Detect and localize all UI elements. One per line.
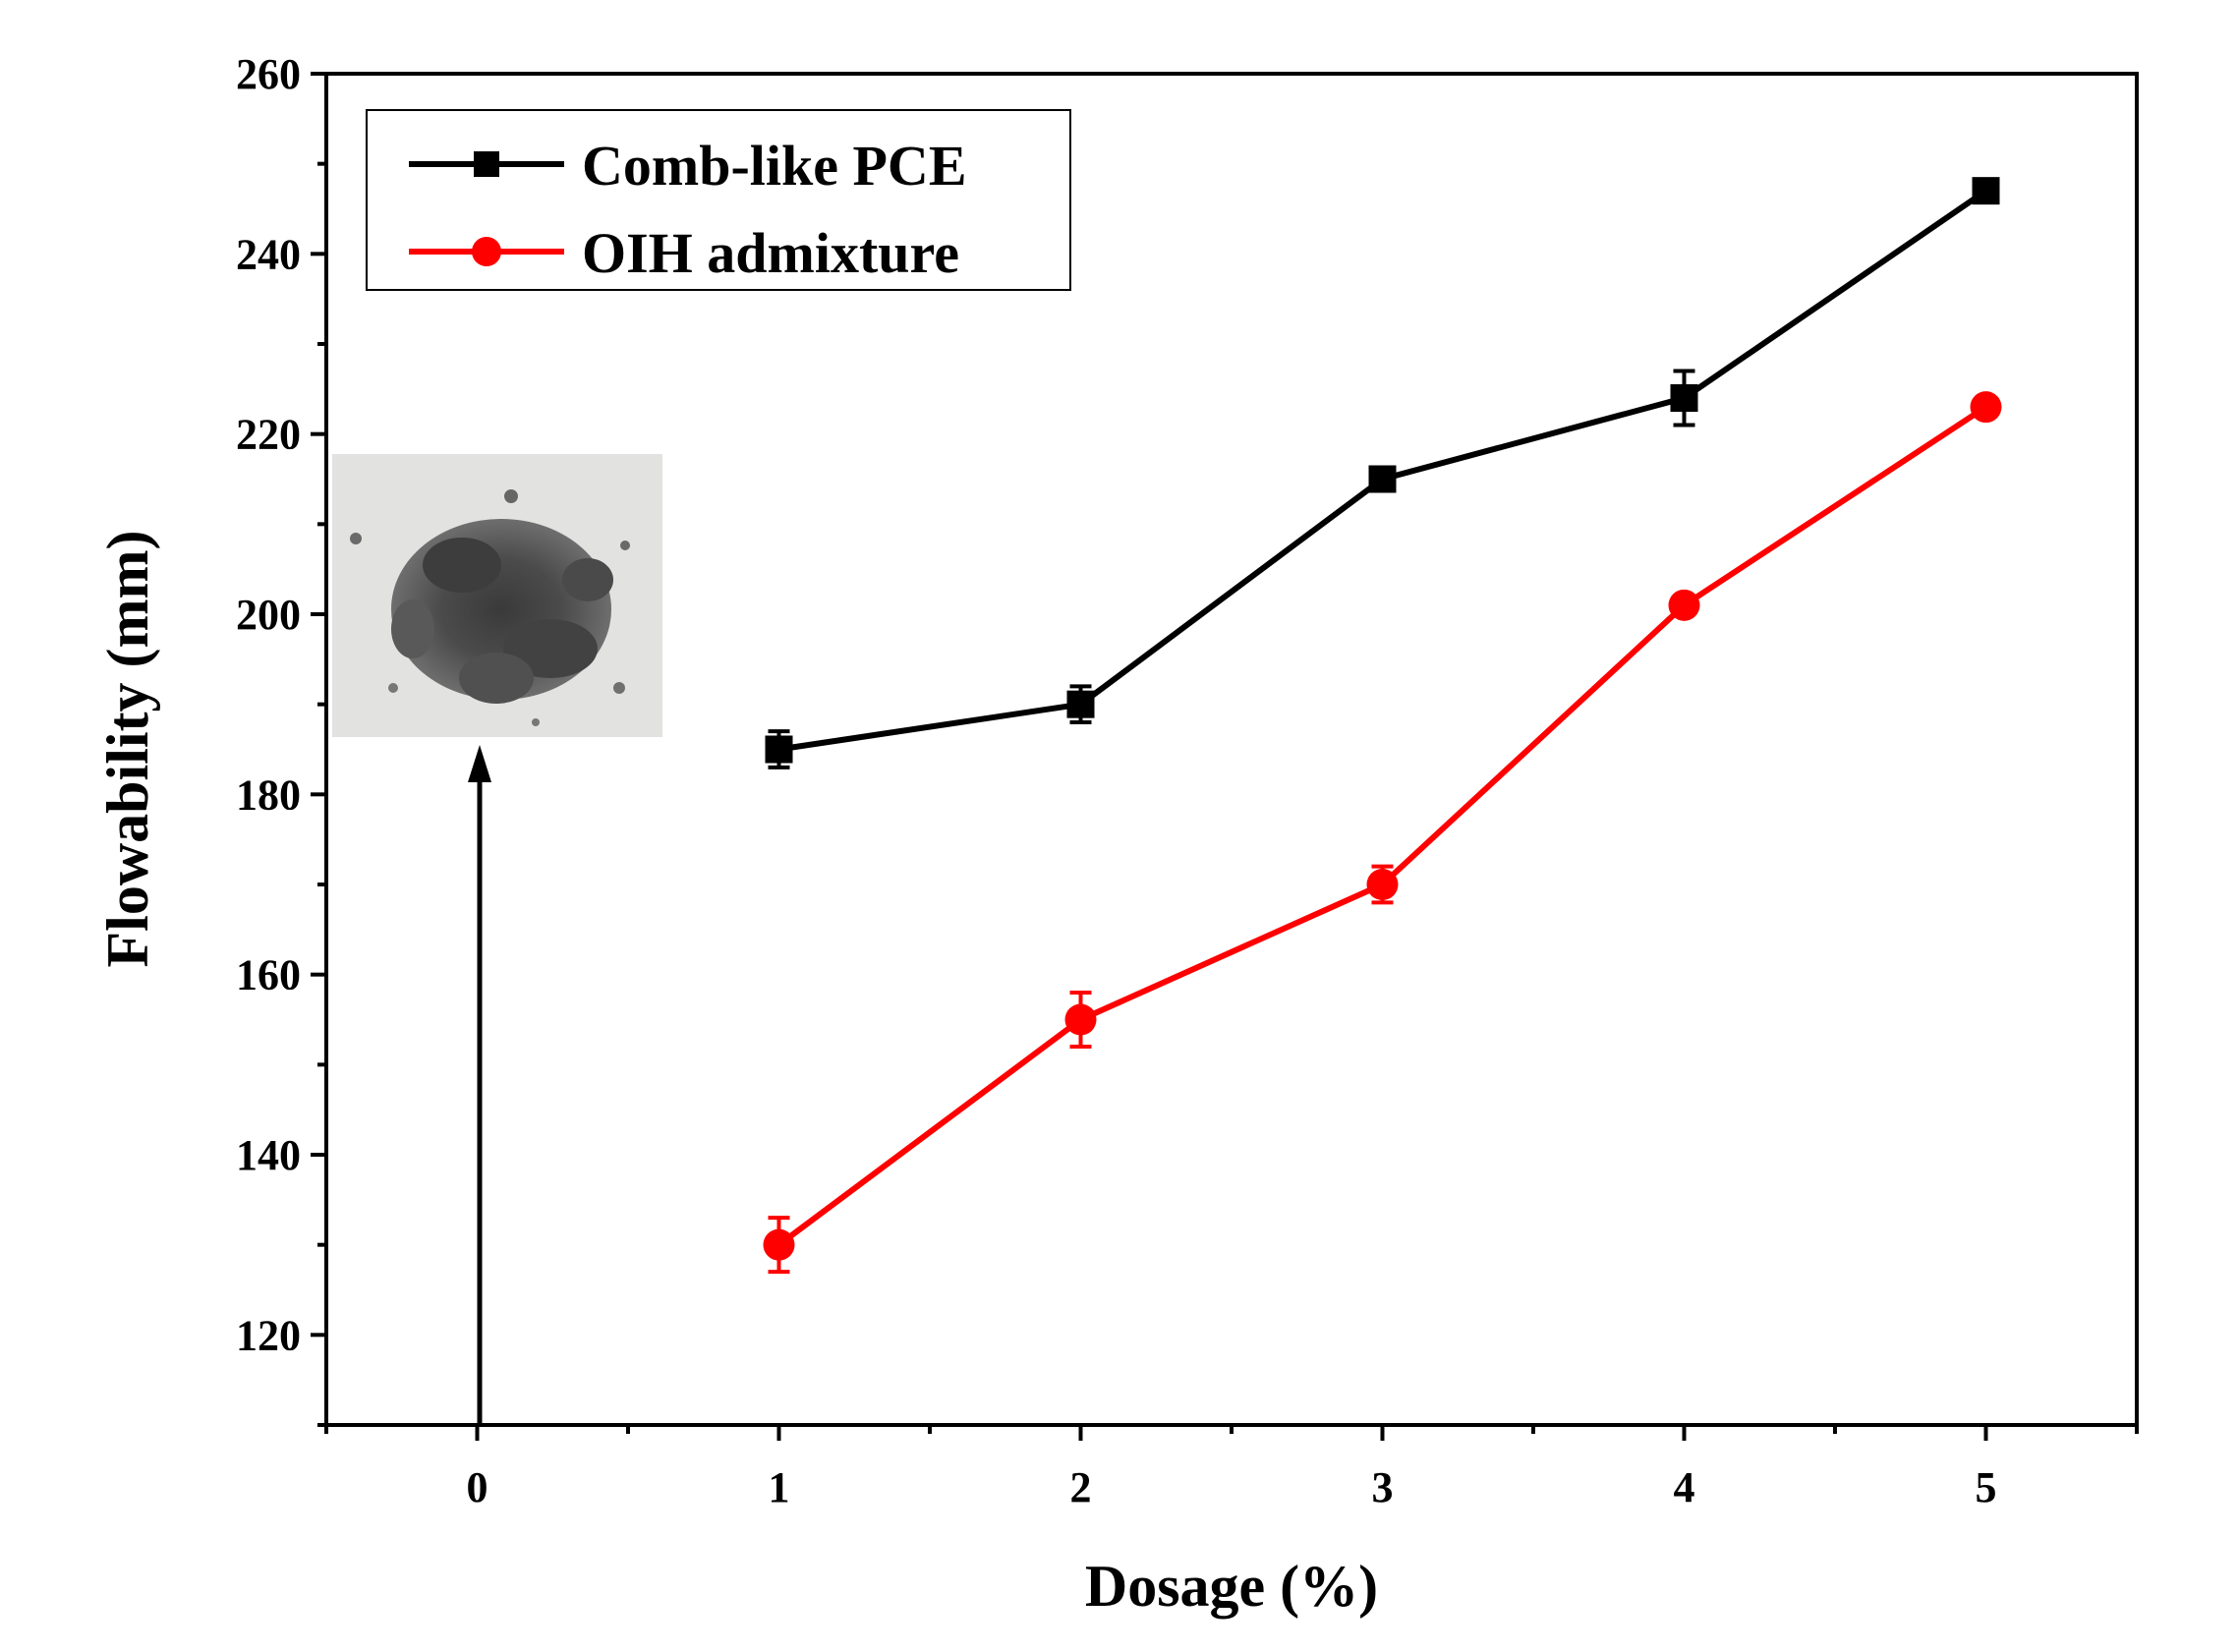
y-axis-title: Flowability (mm) (95, 531, 160, 968)
data-point (765, 735, 793, 764)
y-tick-label: 140 (236, 1131, 301, 1179)
y-tick-label: 240 (236, 230, 301, 278)
y-tick-label: 220 (236, 411, 301, 459)
data-point (763, 1228, 795, 1261)
x-tick-label: 5 (1976, 1463, 1997, 1511)
x-tick-label: 1 (769, 1463, 790, 1511)
y-tick-label: 260 (236, 50, 301, 98)
y-tick-label: 180 (236, 770, 301, 819)
y-tick-label: 160 (236, 951, 301, 999)
inset-arrow (468, 745, 491, 1425)
data-point (1970, 391, 2002, 424)
series-comb-like-pce (765, 177, 2000, 769)
powder-photo-inset (332, 454, 662, 737)
x-axis-title: Dosage (%) (1085, 1554, 1378, 1619)
data-point (1670, 384, 1698, 412)
legend-label-comb-like-pce: Comb-like PCE (582, 134, 967, 198)
legend-label-oih-admixture: OIH admixture (582, 221, 959, 285)
axes: 120 140 160 180 200 220 240 260 0 1 2 3 4 5 (236, 50, 2139, 1511)
data-point (1972, 177, 2000, 205)
data-point (1668, 589, 1700, 621)
data-point (1368, 465, 1397, 493)
data-point (1066, 690, 1095, 718)
data-point (1366, 869, 1399, 900)
series-line-oih-admixture (776, 404, 1988, 1248)
x-tick-label: 3 (1372, 1463, 1394, 1511)
x-tick-label: 2 (1070, 1463, 1092, 1511)
x-tick-label: 4 (1674, 1463, 1695, 1511)
y-tick-label: 120 (236, 1311, 301, 1359)
legend: Comb-like PCE OIH admixture (366, 109, 1071, 291)
y-tick-label: 200 (236, 591, 301, 639)
x-tick-label: 0 (467, 1463, 488, 1511)
data-point (1064, 1003, 1097, 1036)
legend-marker-comb-like-pce (474, 151, 499, 177)
legend-marker-oih-admixture (472, 237, 501, 266)
series-layer (763, 177, 2002, 1275)
series-oih-admixture (763, 391, 2002, 1275)
